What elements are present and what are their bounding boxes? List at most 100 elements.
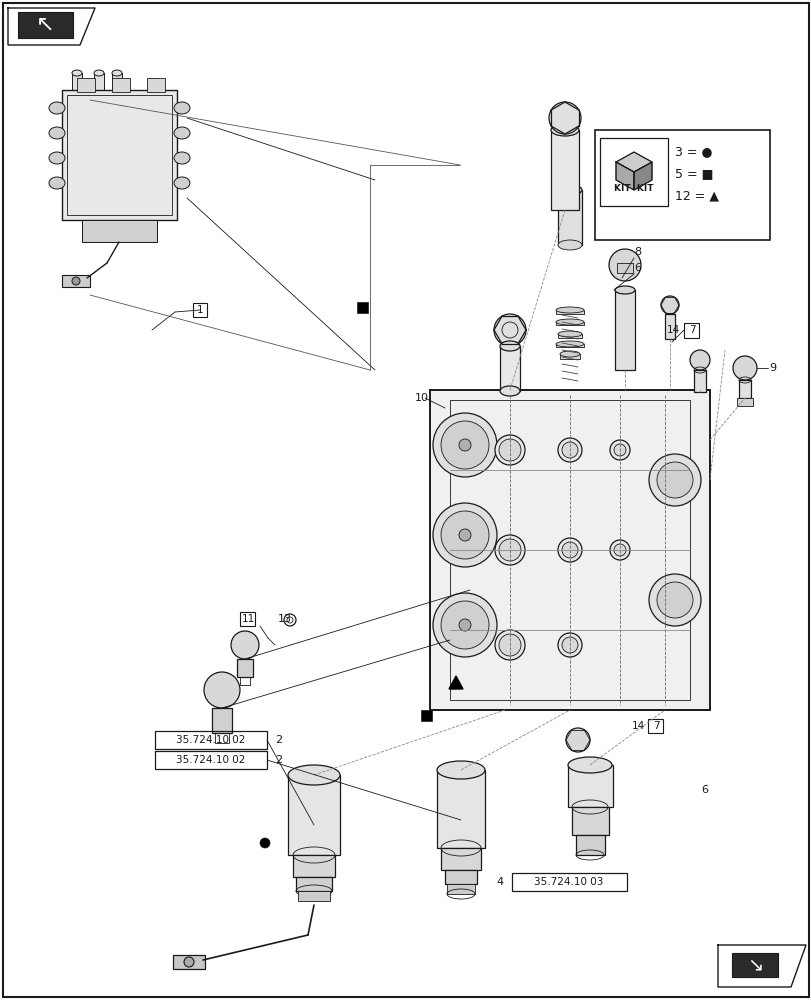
Ellipse shape: [436, 761, 484, 779]
Circle shape: [458, 439, 470, 451]
Circle shape: [440, 421, 488, 469]
Ellipse shape: [500, 386, 519, 396]
Circle shape: [660, 296, 678, 314]
Circle shape: [458, 529, 470, 541]
Bar: [551, 130, 578, 210]
Ellipse shape: [174, 127, 190, 139]
Bar: [500, 346, 519, 391]
Bar: [446, 884, 474, 894]
Bar: [147, 78, 165, 92]
Bar: [357, 302, 367, 313]
Text: 10: 10: [414, 393, 428, 403]
Bar: [155, 731, 267, 749]
Circle shape: [260, 838, 270, 848]
Ellipse shape: [551, 124, 578, 136]
Circle shape: [548, 102, 581, 134]
Bar: [731, 953, 777, 977]
Bar: [556, 322, 583, 325]
Ellipse shape: [614, 286, 634, 294]
Bar: [575, 835, 604, 855]
Circle shape: [432, 593, 496, 657]
Ellipse shape: [174, 177, 190, 189]
Ellipse shape: [556, 307, 583, 313]
Circle shape: [732, 356, 756, 380]
Text: ↖: ↖: [36, 15, 54, 35]
Text: 6: 6: [633, 263, 641, 273]
Bar: [568, 765, 612, 807]
Ellipse shape: [49, 152, 65, 164]
Text: 2: 2: [275, 755, 281, 765]
Bar: [556, 344, 583, 347]
Bar: [664, 314, 674, 339]
Circle shape: [656, 462, 692, 498]
Circle shape: [499, 634, 521, 656]
Bar: [62, 90, 177, 220]
Text: 6: 6: [701, 785, 708, 795]
Circle shape: [440, 511, 488, 559]
Circle shape: [495, 630, 525, 660]
Circle shape: [499, 539, 521, 561]
Ellipse shape: [560, 351, 579, 357]
Circle shape: [184, 957, 194, 967]
Bar: [155, 751, 267, 769]
Bar: [648, 719, 663, 733]
Circle shape: [495, 535, 525, 565]
Circle shape: [557, 538, 581, 562]
Bar: [212, 708, 232, 733]
Circle shape: [561, 637, 577, 653]
Text: KIT  KIT: KIT KIT: [613, 184, 653, 193]
Bar: [173, 955, 204, 969]
Circle shape: [493, 314, 526, 346]
Bar: [215, 733, 229, 743]
Text: 13: 13: [277, 614, 292, 624]
Bar: [72, 73, 82, 91]
Ellipse shape: [94, 70, 104, 76]
Bar: [599, 138, 667, 206]
Bar: [616, 263, 633, 273]
Bar: [440, 848, 480, 870]
Bar: [561, 170, 577, 192]
Circle shape: [648, 454, 700, 506]
Circle shape: [689, 350, 709, 370]
Text: 7: 7: [688, 325, 694, 335]
Text: ↘: ↘: [746, 955, 762, 974]
Bar: [557, 334, 581, 338]
Bar: [594, 130, 769, 240]
Bar: [193, 303, 207, 317]
Circle shape: [440, 601, 488, 649]
Bar: [237, 659, 253, 677]
Ellipse shape: [556, 319, 583, 325]
Text: 11: 11: [241, 614, 255, 624]
Circle shape: [557, 633, 581, 657]
Bar: [62, 275, 90, 287]
Bar: [296, 877, 332, 891]
Bar: [77, 78, 95, 92]
Circle shape: [648, 574, 700, 626]
Bar: [288, 775, 340, 855]
Circle shape: [432, 413, 496, 477]
Text: 35.724.10 02: 35.724.10 02: [176, 755, 246, 765]
Text: 12 = ▲: 12 = ▲: [674, 190, 718, 203]
Circle shape: [561, 442, 577, 458]
Text: 35.724.10 02: 35.724.10 02: [176, 735, 246, 745]
Ellipse shape: [49, 102, 65, 114]
Ellipse shape: [72, 70, 82, 76]
Ellipse shape: [49, 177, 65, 189]
Polygon shape: [616, 152, 651, 172]
Text: 8: 8: [633, 247, 641, 257]
Bar: [738, 380, 750, 398]
Circle shape: [613, 544, 625, 556]
Bar: [444, 870, 476, 884]
Text: 14: 14: [666, 325, 679, 335]
Bar: [557, 190, 581, 245]
Ellipse shape: [557, 185, 581, 195]
Bar: [94, 73, 104, 91]
Text: 7: 7: [652, 721, 659, 731]
Circle shape: [613, 444, 625, 456]
Bar: [240, 677, 250, 685]
Bar: [430, 390, 709, 710]
Ellipse shape: [174, 102, 190, 114]
Bar: [449, 400, 689, 700]
Text: 4: 4: [496, 877, 504, 887]
Circle shape: [495, 435, 525, 465]
